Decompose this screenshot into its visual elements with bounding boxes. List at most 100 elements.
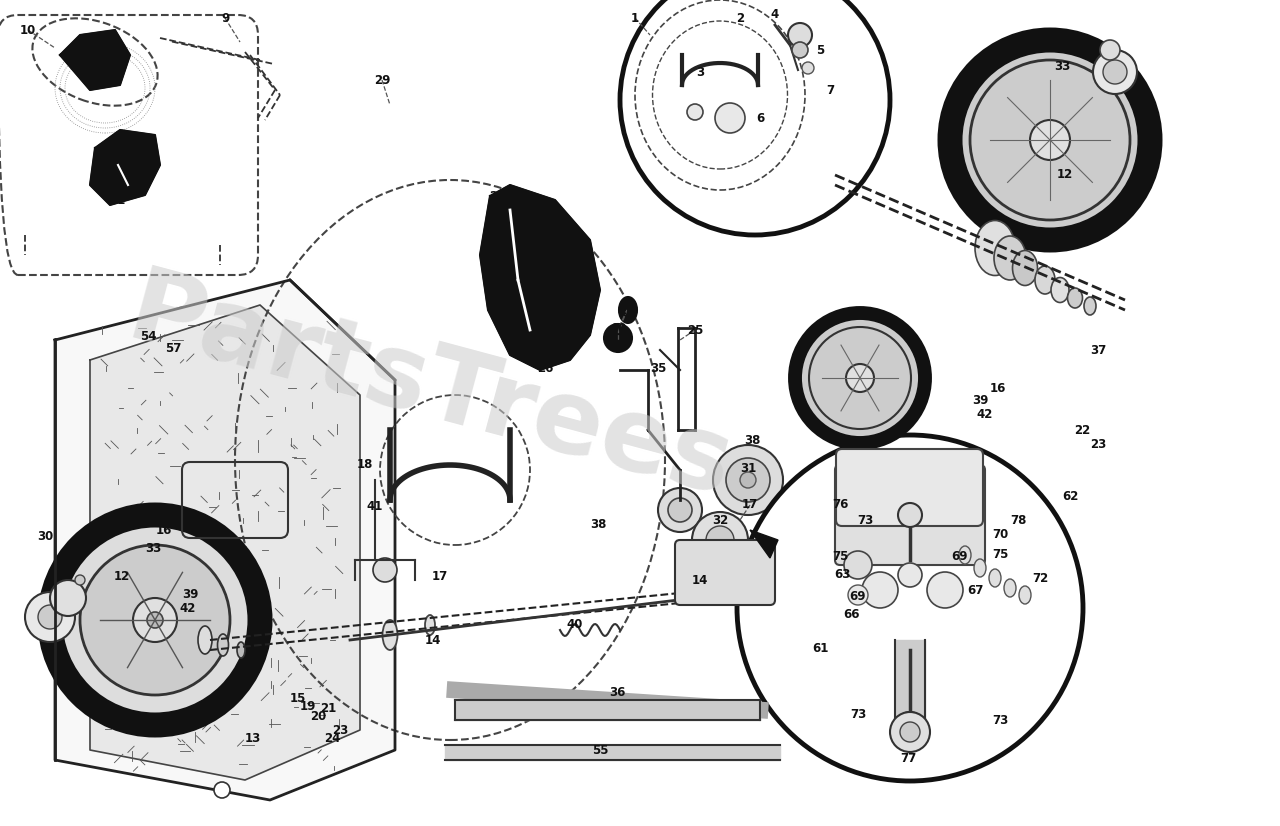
Ellipse shape bbox=[1036, 266, 1055, 294]
Text: 16: 16 bbox=[989, 382, 1006, 395]
Text: 78: 78 bbox=[1010, 514, 1027, 526]
Circle shape bbox=[846, 364, 874, 392]
Ellipse shape bbox=[620, 297, 637, 323]
Text: 17: 17 bbox=[742, 499, 758, 511]
Circle shape bbox=[1100, 40, 1120, 60]
Ellipse shape bbox=[218, 634, 229, 656]
Text: 17: 17 bbox=[431, 569, 448, 582]
Text: 9: 9 bbox=[221, 12, 229, 25]
Circle shape bbox=[844, 551, 872, 579]
Circle shape bbox=[214, 782, 230, 798]
Text: 18: 18 bbox=[618, 303, 635, 316]
Text: 76: 76 bbox=[832, 497, 849, 510]
Text: 38: 38 bbox=[744, 434, 760, 447]
Text: 8: 8 bbox=[125, 162, 134, 174]
Circle shape bbox=[658, 488, 701, 532]
Circle shape bbox=[26, 592, 76, 642]
Ellipse shape bbox=[1051, 278, 1069, 302]
Text: 33: 33 bbox=[1053, 59, 1070, 73]
Polygon shape bbox=[90, 305, 360, 780]
Circle shape bbox=[899, 563, 922, 587]
FancyBboxPatch shape bbox=[836, 449, 983, 526]
Text: 23: 23 bbox=[1089, 439, 1106, 452]
Text: 13: 13 bbox=[244, 732, 261, 744]
Text: 73: 73 bbox=[850, 708, 867, 720]
Circle shape bbox=[740, 472, 756, 488]
Polygon shape bbox=[480, 185, 600, 370]
Text: 66: 66 bbox=[844, 607, 860, 620]
Text: 24: 24 bbox=[324, 732, 340, 744]
Text: 77: 77 bbox=[900, 752, 916, 765]
Ellipse shape bbox=[1012, 250, 1038, 286]
Text: 5: 5 bbox=[815, 44, 824, 56]
Text: 72: 72 bbox=[1032, 572, 1048, 585]
Text: 31: 31 bbox=[740, 462, 756, 474]
Text: 12: 12 bbox=[114, 569, 131, 582]
Circle shape bbox=[1093, 50, 1137, 94]
Circle shape bbox=[795, 313, 925, 443]
Circle shape bbox=[668, 498, 692, 522]
Text: 73: 73 bbox=[992, 714, 1009, 727]
Polygon shape bbox=[445, 745, 780, 760]
Text: 62: 62 bbox=[1062, 490, 1078, 502]
Text: 12: 12 bbox=[193, 711, 210, 724]
Circle shape bbox=[788, 23, 812, 47]
Text: 6: 6 bbox=[756, 112, 764, 125]
Text: PartsTrees: PartsTrees bbox=[118, 261, 742, 519]
Text: 4: 4 bbox=[771, 7, 780, 21]
Text: 16: 16 bbox=[156, 524, 173, 537]
Text: 21: 21 bbox=[320, 701, 337, 714]
Text: 39: 39 bbox=[972, 393, 988, 406]
Text: 35: 35 bbox=[650, 362, 666, 374]
Circle shape bbox=[726, 458, 771, 502]
Text: 34: 34 bbox=[72, 544, 88, 557]
Text: 12: 12 bbox=[1057, 169, 1073, 182]
Ellipse shape bbox=[425, 615, 435, 635]
Text: 38: 38 bbox=[590, 518, 607, 530]
Ellipse shape bbox=[995, 236, 1027, 280]
Text: 42: 42 bbox=[179, 601, 196, 615]
Text: 22: 22 bbox=[1074, 424, 1091, 436]
FancyBboxPatch shape bbox=[835, 465, 986, 565]
Text: 30: 30 bbox=[1082, 41, 1098, 55]
Text: 70: 70 bbox=[992, 528, 1009, 540]
Text: 37: 37 bbox=[1089, 344, 1106, 357]
Text: 20: 20 bbox=[310, 710, 326, 723]
Circle shape bbox=[1030, 120, 1070, 160]
Circle shape bbox=[809, 327, 911, 429]
Text: 15: 15 bbox=[289, 691, 306, 705]
Text: 26: 26 bbox=[536, 362, 553, 374]
Circle shape bbox=[50, 515, 260, 725]
Text: 40: 40 bbox=[567, 618, 584, 630]
Text: 55: 55 bbox=[591, 743, 608, 757]
Polygon shape bbox=[895, 640, 925, 730]
Text: 29: 29 bbox=[374, 74, 390, 87]
Circle shape bbox=[899, 503, 922, 527]
Circle shape bbox=[372, 558, 397, 582]
Ellipse shape bbox=[1004, 579, 1016, 597]
Text: 10: 10 bbox=[20, 23, 36, 36]
Ellipse shape bbox=[237, 642, 244, 658]
Text: 75: 75 bbox=[992, 548, 1009, 561]
Text: 69: 69 bbox=[850, 590, 867, 602]
Text: 60: 60 bbox=[609, 321, 626, 335]
Circle shape bbox=[737, 435, 1083, 781]
Text: 2: 2 bbox=[736, 12, 744, 25]
Text: 33: 33 bbox=[145, 542, 161, 554]
Text: 61: 61 bbox=[812, 642, 828, 654]
Text: 63: 63 bbox=[833, 567, 850, 581]
Circle shape bbox=[620, 0, 890, 235]
Text: 54: 54 bbox=[140, 330, 156, 343]
Circle shape bbox=[38, 605, 61, 629]
Text: 67: 67 bbox=[966, 583, 983, 596]
Text: 14: 14 bbox=[425, 634, 442, 647]
Circle shape bbox=[900, 722, 920, 742]
Text: 30: 30 bbox=[37, 529, 54, 543]
Text: 39: 39 bbox=[182, 587, 198, 601]
Text: 23: 23 bbox=[332, 724, 348, 737]
Text: 27: 27 bbox=[567, 231, 584, 244]
Polygon shape bbox=[454, 700, 760, 720]
Ellipse shape bbox=[1084, 297, 1096, 315]
Text: 69: 69 bbox=[952, 549, 968, 563]
Circle shape bbox=[147, 612, 163, 628]
